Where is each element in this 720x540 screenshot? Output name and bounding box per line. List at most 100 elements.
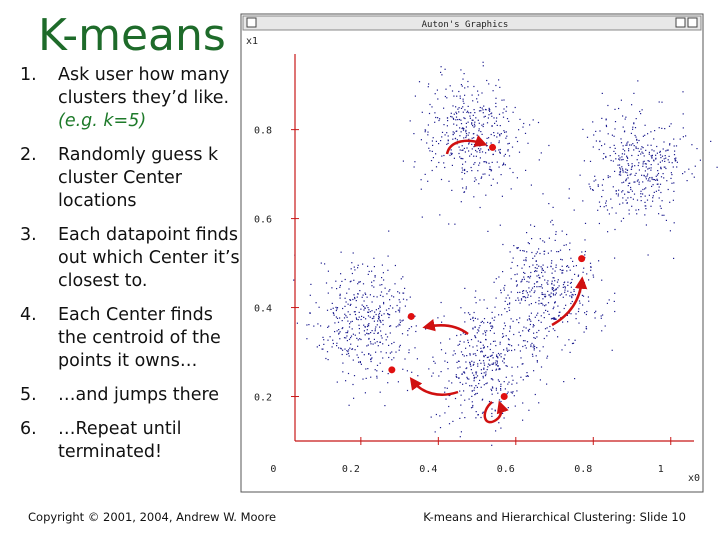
point <box>332 307 334 309</box>
point <box>614 121 617 123</box>
point <box>492 340 495 342</box>
point <box>453 113 455 115</box>
point <box>671 182 673 184</box>
point <box>478 135 480 137</box>
point <box>296 322 298 324</box>
point <box>472 100 474 102</box>
point <box>443 315 445 317</box>
point <box>371 330 373 332</box>
point <box>499 354 501 356</box>
point <box>463 355 465 357</box>
point <box>557 287 559 289</box>
point <box>443 162 445 164</box>
point <box>471 385 473 387</box>
point <box>673 182 675 184</box>
point <box>391 359 393 361</box>
point <box>582 304 584 306</box>
point <box>568 312 570 314</box>
point <box>606 302 608 304</box>
point <box>605 205 607 207</box>
point <box>508 297 511 299</box>
point <box>611 207 613 209</box>
point <box>564 286 566 288</box>
point <box>462 100 464 102</box>
point <box>538 276 540 279</box>
point <box>672 166 674 168</box>
point <box>332 342 334 345</box>
point <box>589 160 592 162</box>
point <box>631 163 633 165</box>
point <box>520 298 523 300</box>
point <box>408 352 410 354</box>
point <box>477 363 479 365</box>
point <box>653 191 655 193</box>
point <box>590 266 592 268</box>
point <box>558 285 560 287</box>
point <box>377 332 379 334</box>
point <box>444 391 446 393</box>
point <box>451 153 453 156</box>
point <box>364 326 366 328</box>
point <box>598 148 600 151</box>
point <box>358 332 360 334</box>
point <box>336 330 338 332</box>
point <box>389 289 391 291</box>
window-menu-button[interactable] <box>246 17 257 28</box>
point <box>471 123 473 125</box>
point <box>478 122 480 124</box>
minimize-button[interactable] <box>675 17 686 28</box>
point <box>516 285 518 287</box>
point <box>448 380 450 382</box>
point <box>669 143 671 145</box>
point <box>554 301 556 303</box>
point <box>464 417 466 419</box>
point <box>533 332 535 334</box>
point <box>377 317 380 319</box>
point <box>451 90 454 92</box>
point <box>491 311 493 313</box>
point <box>571 342 574 345</box>
point <box>382 357 384 359</box>
point <box>420 139 422 141</box>
point <box>627 157 629 159</box>
point <box>351 348 354 350</box>
point <box>646 199 649 201</box>
point <box>500 292 502 294</box>
point <box>431 140 433 142</box>
point <box>379 294 382 296</box>
point <box>450 115 452 118</box>
maximize-button[interactable] <box>687 17 698 28</box>
point <box>470 166 472 169</box>
point <box>534 270 536 273</box>
point <box>635 146 637 148</box>
point <box>500 389 502 391</box>
point <box>375 326 377 328</box>
point <box>657 172 660 175</box>
point <box>464 372 466 374</box>
point <box>348 349 350 351</box>
point <box>533 370 535 372</box>
point <box>460 119 462 121</box>
point <box>345 332 347 334</box>
point <box>571 278 573 281</box>
point <box>519 317 521 319</box>
point <box>651 156 653 158</box>
point <box>614 292 616 294</box>
point <box>350 268 352 270</box>
point <box>574 378 576 380</box>
point <box>542 346 544 348</box>
point <box>472 327 474 329</box>
point <box>381 337 383 339</box>
point <box>492 402 494 404</box>
point <box>491 125 493 127</box>
point <box>379 362 381 364</box>
point <box>545 309 547 311</box>
point <box>349 347 351 349</box>
point <box>538 329 540 332</box>
point <box>500 289 502 291</box>
point <box>573 209 575 211</box>
point <box>539 379 541 381</box>
point <box>597 185 599 187</box>
point <box>691 144 693 146</box>
point <box>376 375 378 377</box>
